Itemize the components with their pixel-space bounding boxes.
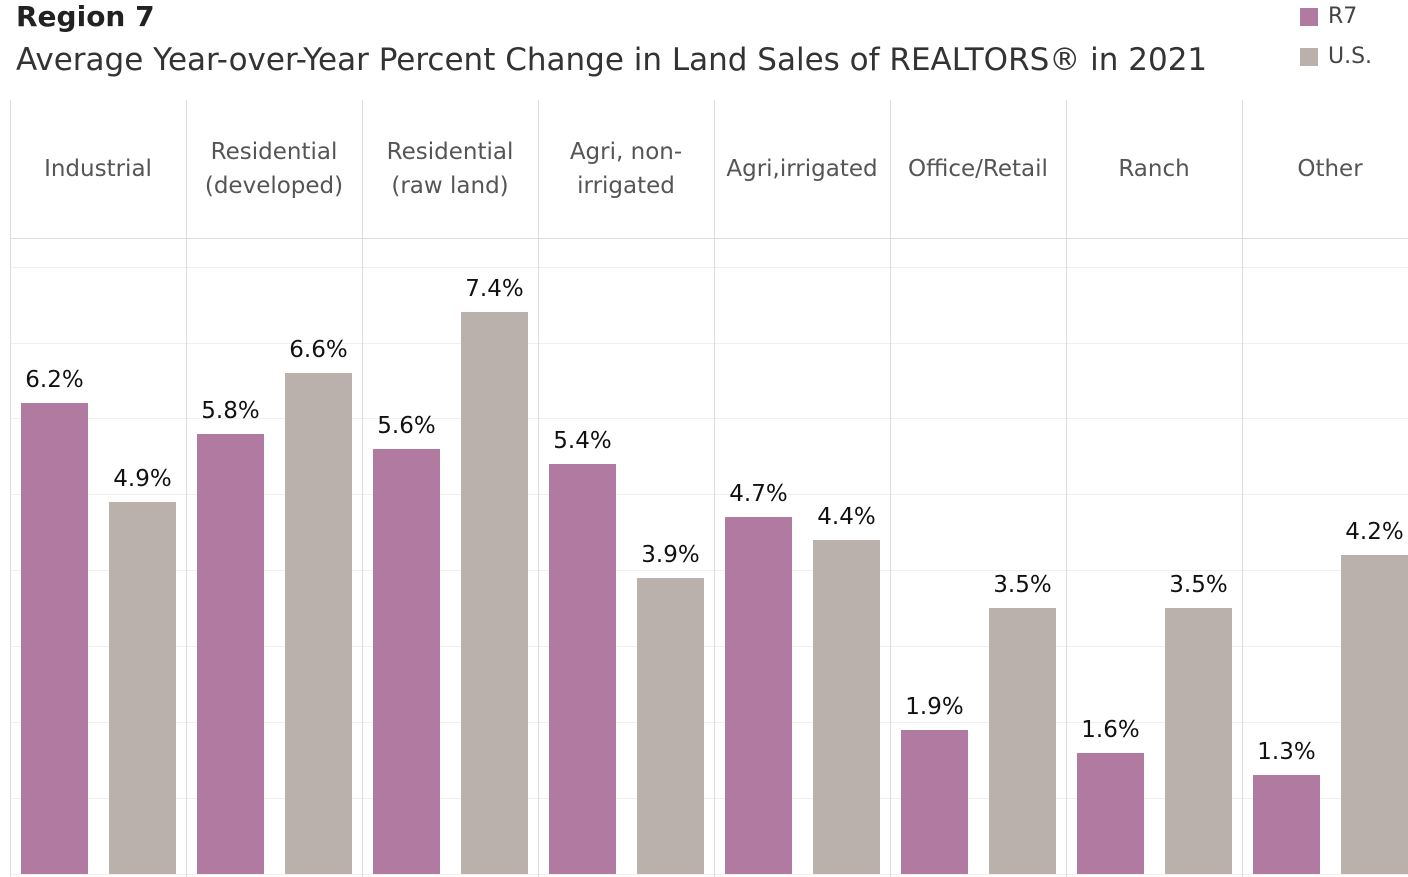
bar [901,729,968,874]
grid-line [10,418,1408,420]
value-label: 4.2% [1345,519,1404,546]
value-label: 7.4% [465,276,524,303]
grid-line [10,874,1408,875]
value-label: 4.4% [817,503,876,530]
x-category-label: Residential (raw land) [386,138,514,200]
value-label: 1.9% [905,693,964,720]
value-label: 6.2% [25,367,84,394]
bar [1253,775,1320,874]
bar [461,312,528,874]
value-label: 6.6% [289,336,348,363]
grid-line [10,342,1408,344]
chart-subtitle: Average Year-over-Year Percent Change in… [16,42,1208,78]
bar [637,577,704,874]
bar [1077,752,1144,874]
x-category-label: Other [1297,155,1363,182]
bar [1165,608,1232,874]
x-category-label: Ranch [1118,155,1190,182]
panel-divider [1066,100,1067,877]
x-category-label: Agri,irrigated [726,155,878,182]
value-label: 5.4% [553,427,612,454]
grid-line [10,722,1408,724]
value-label: 1.6% [1081,716,1140,743]
x-category-label: Industrial [44,155,152,182]
bar [813,539,880,874]
panel-divider [1242,100,1243,877]
legend-swatch [1300,7,1318,26]
bar [109,501,176,874]
bar [373,448,440,874]
grid-line [10,266,1408,268]
panel-divider [538,100,539,877]
bar [549,463,616,874]
grid-line [10,494,1408,496]
x-category-label: Residential (developed) [204,138,344,200]
x-category-label: Office/Retail [908,155,1048,182]
grid-line [10,798,1408,800]
value-label: 1.3% [1257,739,1316,766]
bar [1341,555,1408,874]
legend-item: U.S. [1300,44,1372,69]
panel-divider [890,100,891,877]
legend-label: U.S. [1328,44,1373,69]
legend-label: R7 [1328,4,1358,29]
x-category-label: Agri, non-irrigated [569,138,683,200]
value-label: 3.5% [993,572,1052,599]
legend-swatch [1300,47,1318,66]
panel-divider [10,100,11,877]
panel-divider [186,100,187,877]
panel-divider [714,100,715,877]
bar [989,608,1056,874]
value-label: 5.6% [377,412,436,439]
value-label: 4.7% [729,481,788,508]
panel-divider [362,100,363,877]
bar [21,403,88,874]
bar [197,433,264,874]
value-label: 3.5% [1169,572,1228,599]
value-label: 5.8% [201,397,260,424]
grid-line [10,570,1408,572]
grid-line [10,646,1408,648]
chart-title: Region 7 [16,0,155,33]
header-line [10,238,1408,239]
value-label: 3.9% [641,541,700,568]
value-label: 4.9% [113,465,172,492]
bar [285,372,352,874]
legend-item: R7 [1300,4,1357,29]
bar [725,517,792,874]
